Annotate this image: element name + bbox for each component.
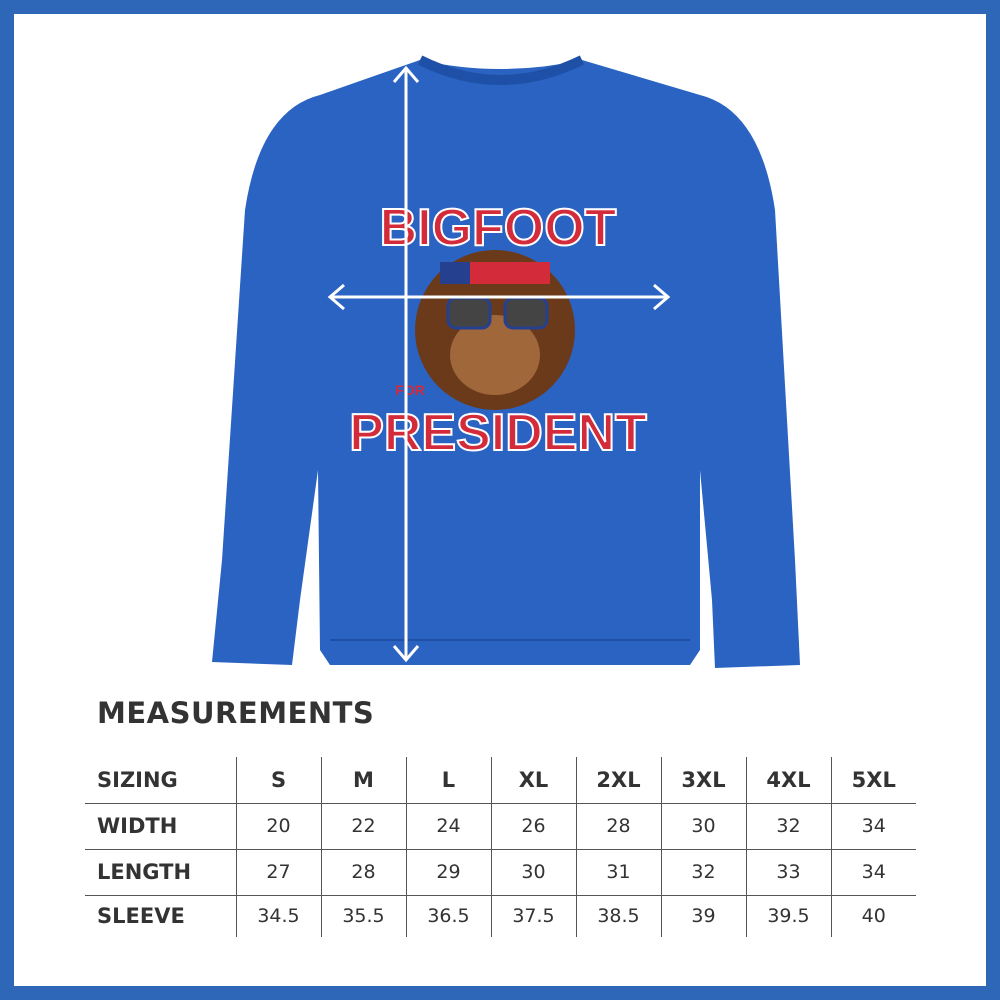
header-cell: 4XL: [745, 757, 831, 803]
cell: 37.5: [490, 894, 576, 937]
width-arrow: [327, 283, 671, 311]
cell: 34: [830, 802, 916, 849]
cell: 33: [745, 848, 831, 895]
table-row: WIDTH 20 22 24 26 28 30 32 34: [85, 802, 916, 849]
row-label: WIDTH: [85, 802, 236, 849]
header-cell: 2XL: [575, 757, 661, 803]
header-cell: L: [405, 757, 491, 803]
cell: 36.5: [405, 894, 491, 937]
length-arrow: [392, 65, 420, 663]
sunglasses-icon: [446, 296, 492, 330]
cell: 31: [575, 848, 661, 895]
measurements-title: MEASUREMENTS: [97, 696, 375, 730]
table-row: LENGTH 27 28 29 30 31 32 33 34: [85, 848, 916, 895]
cell: 20: [235, 802, 321, 849]
header-cell: SIZING: [97, 767, 178, 792]
row-label: SLEEVE: [85, 894, 236, 937]
row-label: LENGTH: [85, 848, 236, 895]
cell: 30: [490, 848, 576, 895]
size-chart: SIZING S M L XL 2XL 3XL 4XL 5XL WIDTH 20…: [85, 757, 916, 937]
cell: 22: [320, 802, 406, 849]
cell: 35.5: [320, 894, 406, 937]
cell: 34: [830, 848, 916, 895]
table-row: SLEEVE 34.5 35.5 36.5 37.5 38.5 39 39.5 …: [85, 894, 916, 937]
cell: 39.5: [745, 894, 831, 937]
header-cell: 5XL: [830, 757, 916, 803]
table-header-row: SIZING S M L XL 2XL 3XL 4XL 5XL: [85, 757, 916, 803]
graphic-line3: PRESIDENT: [349, 404, 647, 462]
cell: 39: [660, 894, 746, 937]
cell: 28: [575, 802, 661, 849]
cell: 27: [235, 848, 321, 895]
graphic-line2: FOR: [395, 382, 425, 398]
header-cell: 3XL: [660, 757, 746, 803]
cell: 30: [660, 802, 746, 849]
header-cell: M: [320, 757, 406, 803]
graphic-line1: BIGFOOT: [380, 199, 617, 257]
cell: 29: [405, 848, 491, 895]
cell: 24: [405, 802, 491, 849]
header-cell: XL: [490, 757, 576, 803]
cell: 40: [830, 894, 916, 937]
cell: 32: [660, 848, 746, 895]
cell: 38.5: [575, 894, 661, 937]
cell: 32: [745, 802, 831, 849]
cell: 26: [490, 802, 576, 849]
header-cell: S: [235, 757, 321, 803]
sweatshirt-image: BIGFOOT FOR PRESIDENT: [212, 55, 800, 668]
cell: 28: [320, 848, 406, 895]
cell: 34.5: [235, 894, 321, 937]
